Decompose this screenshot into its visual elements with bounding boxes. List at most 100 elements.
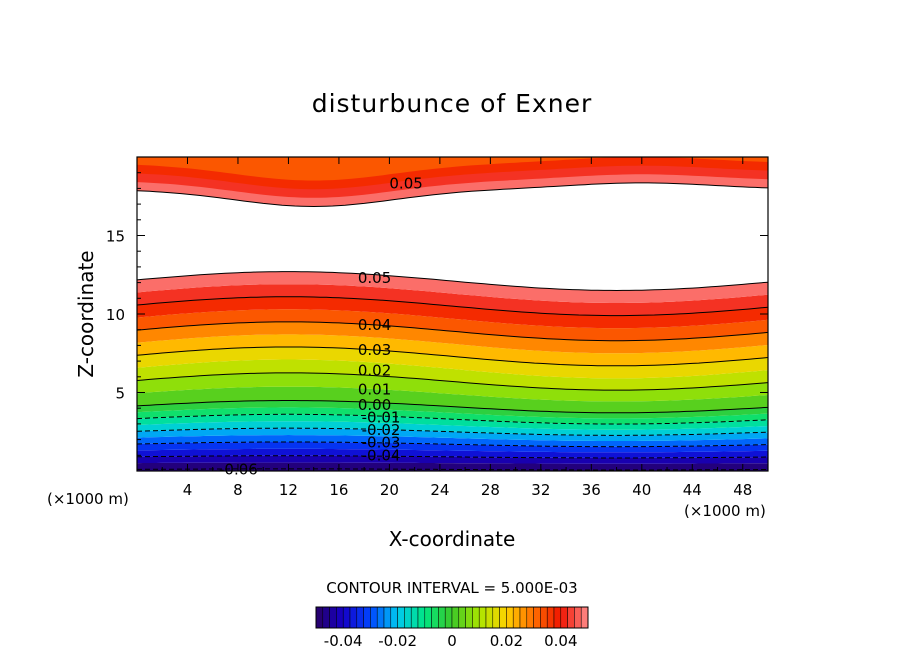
x-tick-label: 4	[183, 481, 193, 499]
colorbar-cell	[567, 606, 575, 629]
contour-label: 0.04	[358, 316, 391, 334]
contour-label: 0.05	[389, 175, 422, 193]
contour-line	[137, 413, 768, 425]
colorbar-cell	[580, 606, 589, 629]
x-axis-title: X-coordinate	[389, 527, 516, 551]
contour-band	[137, 400, 768, 419]
colorbar-cell	[424, 606, 432, 629]
x-tick-label: 8	[233, 481, 243, 499]
y-axis-unit: (×1000 m)	[47, 490, 129, 508]
colorbar-cell	[370, 606, 378, 629]
colorbar-cell	[553, 606, 562, 629]
colorbar-cell	[560, 606, 568, 629]
colorbar-cell	[322, 606, 330, 629]
contour-line	[137, 182, 768, 208]
contour-label: -0.04	[362, 446, 401, 464]
contour-label: 0.03	[358, 341, 391, 359]
colorbar-cell	[533, 606, 541, 629]
colorbar-cell	[417, 606, 426, 629]
contour-band	[137, 372, 768, 402]
colorbar-cell	[492, 606, 500, 629]
x-tick-label: 32	[531, 481, 550, 499]
contour-band	[137, 359, 768, 391]
contour-label: 0.02	[358, 362, 391, 380]
contour-band	[137, 334, 768, 366]
contour-line	[137, 468, 768, 471]
contour-line	[137, 372, 768, 391]
contour-band	[137, 309, 768, 341]
x-tick-label: 12	[279, 481, 298, 499]
x-tick-label: 44	[683, 481, 702, 499]
colorbar-cell	[363, 606, 371, 629]
contour-lines	[137, 182, 768, 471]
contour-band	[137, 284, 768, 316]
colorbar-cell	[472, 606, 480, 629]
contour-band	[137, 386, 768, 413]
colorbar-tick-label: -0.04	[324, 632, 363, 650]
colorbar-cell	[390, 606, 398, 629]
contour-band	[137, 442, 768, 453]
contour-line	[137, 321, 768, 342]
x-tick-label: 16	[329, 481, 348, 499]
contour-label: 0.00	[358, 396, 391, 414]
contour-fills	[137, 157, 768, 471]
contour-band	[137, 421, 768, 436]
contour-band	[137, 428, 768, 441]
y-tick-label: 10	[106, 306, 125, 324]
contour-label: -0.03	[362, 434, 401, 452]
colorbar-cell	[315, 606, 324, 629]
contour-band	[137, 296, 768, 329]
contour-band	[137, 407, 768, 425]
x-tick-label: 20	[380, 481, 399, 499]
contour-label: 0.01	[358, 380, 391, 398]
colorbar-tick-label: 0.04	[544, 632, 577, 650]
x-tick-label: 48	[733, 481, 752, 499]
colorbar-cell	[465, 606, 473, 629]
contour-labels: 0.050.050.040.030.020.010.00-0.01-0.02-0…	[219, 175, 423, 479]
colorbar-frame	[315, 606, 589, 629]
colorbar-tick-label: -0.02	[378, 632, 417, 650]
contour-band	[137, 448, 768, 458]
x-tick-label: 24	[430, 481, 449, 499]
contour-label: -0.01	[362, 409, 401, 427]
colorbar-cell	[451, 606, 460, 629]
colorbar-cell	[431, 606, 439, 629]
colorbar-cell	[540, 606, 548, 629]
contour-band	[137, 157, 768, 181]
colorbar-cell	[546, 606, 555, 629]
contour-label: 0.05	[358, 269, 391, 287]
colorbar-cell	[499, 606, 507, 629]
contour-line	[137, 346, 768, 367]
x-axis-unit: (×1000 m)	[684, 502, 766, 520]
colorbar-cell	[376, 606, 385, 629]
colorbar-cell	[383, 606, 392, 629]
colorbar-cell	[349, 606, 358, 629]
colorbar-cell	[506, 606, 514, 629]
y-tick-label: 5	[115, 385, 125, 403]
colorbar-cell	[512, 606, 521, 629]
colorbar: -0.04 -0.02 0 0.02 0.04	[315, 606, 589, 650]
contour-band	[137, 321, 768, 354]
colorbar-cell	[438, 606, 446, 629]
colorbar-cell	[574, 606, 582, 629]
contour-interval: CONTOUR INTERVAL = 5.000E-03	[326, 579, 577, 597]
colorbar-cell	[478, 606, 487, 629]
contour-band	[137, 347, 768, 379]
contour-band	[137, 271, 768, 303]
x-tick-label: 40	[632, 481, 651, 499]
contour-label: -0.02	[362, 421, 401, 439]
colorbar-cell	[485, 606, 494, 629]
colorbar-cell	[397, 606, 405, 629]
x-tick-label: 28	[481, 481, 500, 499]
contour-band	[137, 414, 768, 430]
colorbar-cell	[342, 606, 351, 629]
contour-line	[137, 455, 768, 459]
contour-line	[137, 296, 768, 317]
contour-line	[137, 427, 768, 436]
colorbar-tick-label: 0.02	[490, 632, 523, 650]
colorbar-cell	[404, 606, 412, 629]
y-axis-title: Z-coordinate	[74, 250, 98, 377]
colorbar-tick-label: 0	[447, 632, 457, 650]
colorbar-cell	[410, 606, 419, 629]
